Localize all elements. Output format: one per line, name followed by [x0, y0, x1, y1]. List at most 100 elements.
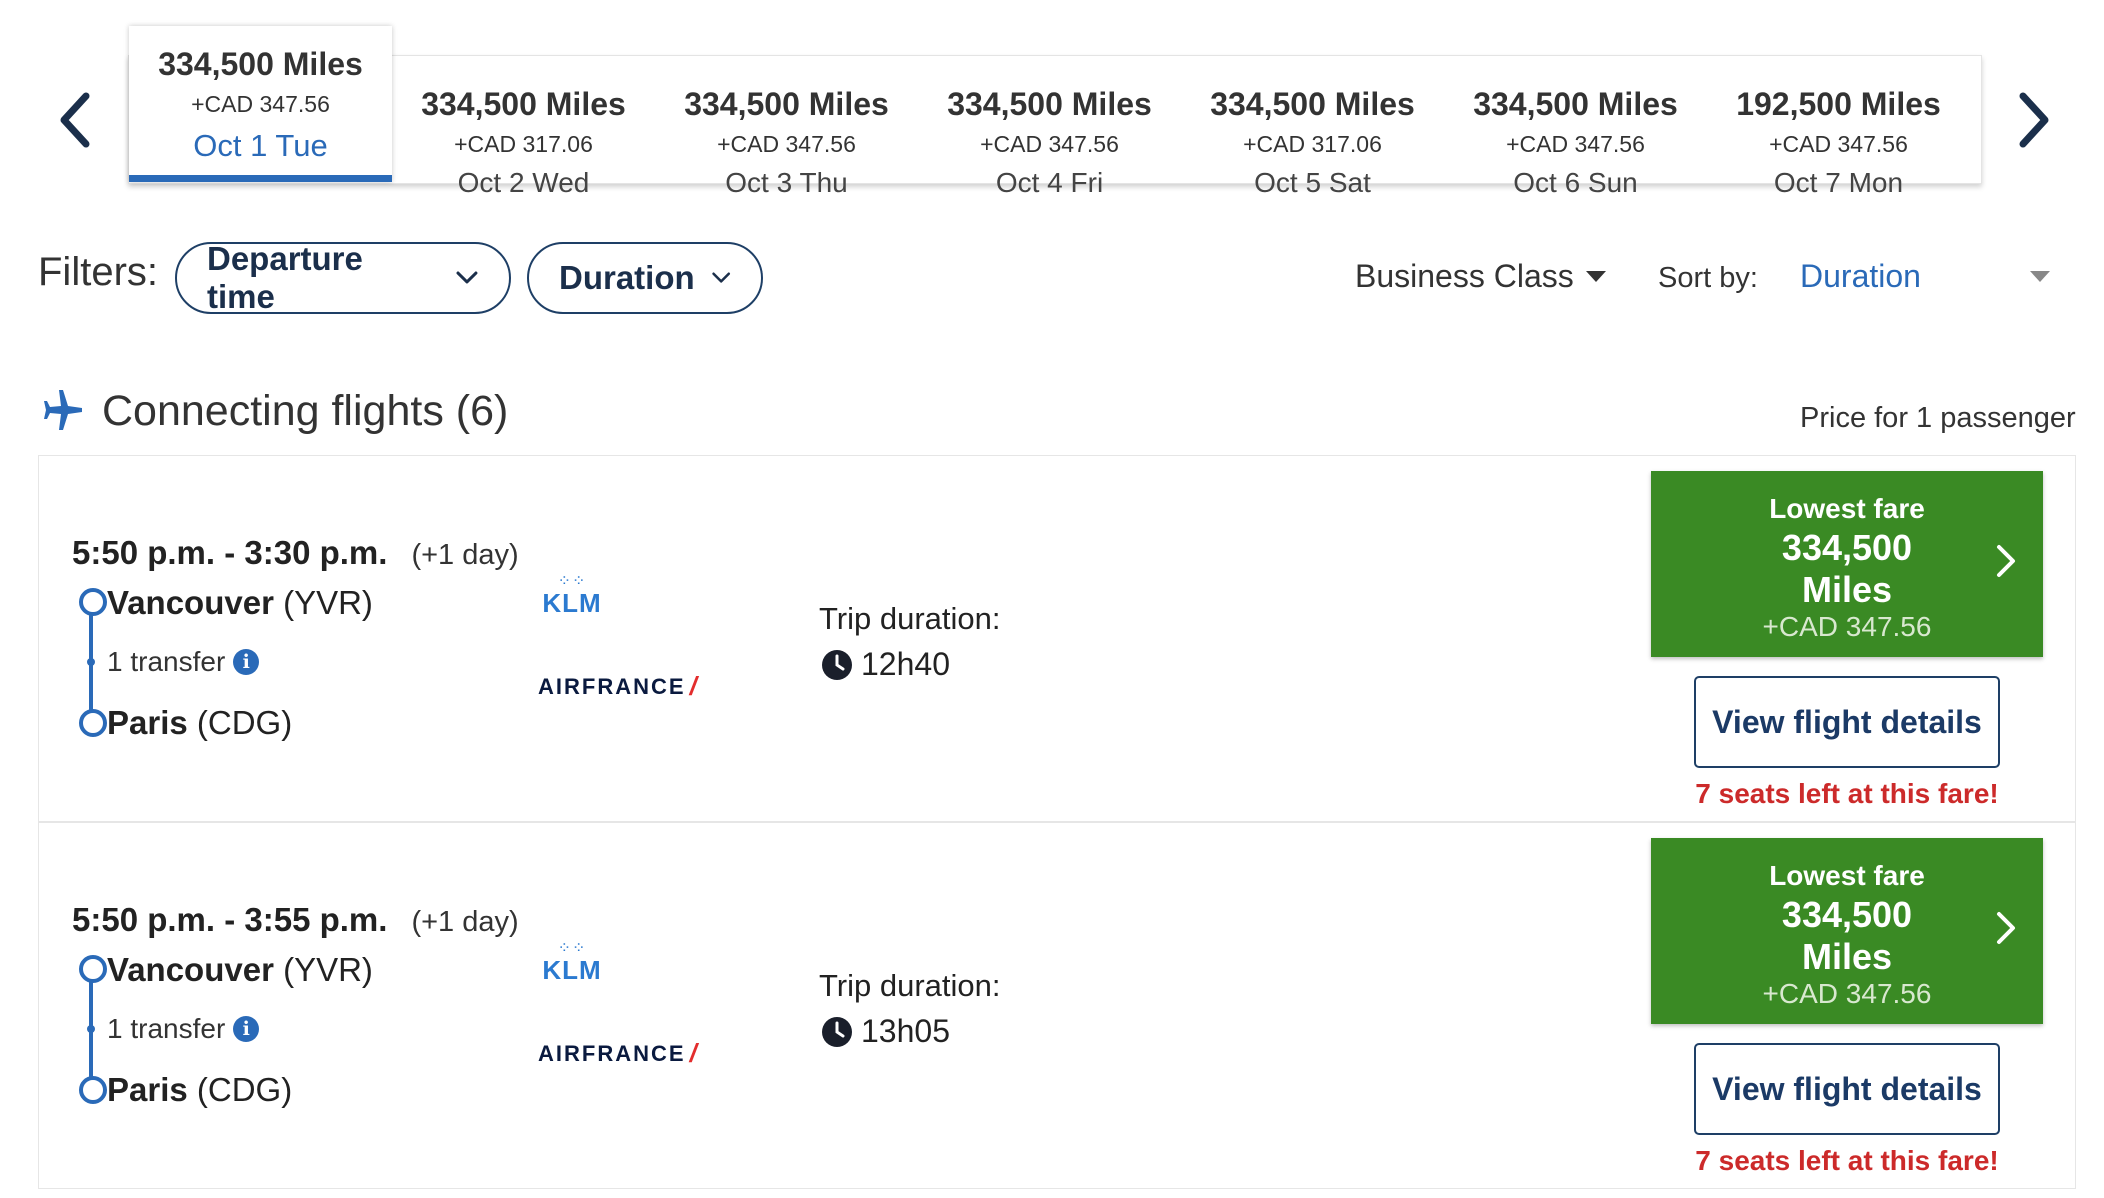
origin-city: Vancouver [107, 584, 274, 621]
next-dates-button[interactable] [2010, 88, 2056, 152]
duration-filter-label: Duration [559, 259, 695, 296]
time-range: 5:50 p.m. - 3:55 p.m. [72, 901, 388, 938]
sort-by-label: Sort by: [1658, 262, 1758, 294]
sort-value: Duration [1800, 258, 1921, 294]
route-line [89, 960, 93, 1082]
chevron-left-icon [60, 92, 90, 148]
view-flight-details-button[interactable]: View flight details [1694, 676, 2000, 768]
view-flight-details-button[interactable]: View flight details [1694, 1043, 2000, 1135]
fare-miles-unit: Miles [1801, 936, 1893, 977]
origin-city: Vancouver [107, 951, 274, 988]
date-tab-oct-2[interactable]: 334,500 Miles +CAD 317.06 Oct 2 Wed [392, 56, 655, 198]
klm-logo: ⁘⁘ KLM [537, 573, 607, 618]
origin-dot [79, 588, 107, 616]
route-line [89, 593, 93, 715]
prev-dates-button[interactable] [53, 88, 99, 152]
date-cad: +CAD 347.56 [1506, 131, 1645, 157]
section-title: Connecting flights (6) [102, 387, 509, 435]
date-day: Oct 4 Fri [995, 167, 1104, 198]
fare-miles: 334,500 [1781, 894, 1913, 935]
transfer-info: 1 transfer i [107, 646, 260, 678]
info-icon[interactable]: i [233, 649, 260, 675]
flight-card: 5:50 p.m. - 3:30 p.m. (+1 day) Vancouver … [38, 455, 2076, 822]
date-tab-oct-3[interactable]: 334,500 Miles +CAD 347.56 Oct 3 Thu [655, 56, 918, 198]
cabin-class-select[interactable]: Business Class [1355, 258, 1606, 295]
date-tab-oct-6[interactable]: 334,500 Miles +CAD 347.56 Oct 6 Sun [1444, 56, 1707, 198]
date-day: Oct 6 Sun [1513, 167, 1638, 198]
airplane-icon [44, 390, 82, 430]
date-tab-oct-4[interactable]: 334,500 Miles +CAD 347.56 Oct 4 Fri [918, 56, 1181, 198]
date-cad: +CAD 347.56 [191, 91, 330, 117]
price-note: Price for 1 passenger [1800, 402, 2076, 434]
clock-icon [822, 649, 852, 680]
dest-city: Paris [107, 1071, 188, 1108]
chevron-down-icon [711, 272, 730, 283]
date-day: Oct 1 Tue [193, 128, 328, 163]
seats-left-warning: 7 seats left at this fare! [1695, 778, 1999, 809]
date-miles: 334,500 Miles [1210, 86, 1415, 122]
air-france-slash-icon: / [689, 1038, 699, 1068]
dest-city: Paris [107, 704, 188, 741]
trip-duration: 12h40 [821, 646, 950, 683]
transfer-dot [87, 658, 95, 666]
fare-label: Lowest fare [1769, 860, 1925, 891]
date-miles: 334,500 Miles [158, 46, 363, 82]
date-cad: +CAD 347.56 [980, 131, 1119, 157]
origin-code: (YVR) [283, 951, 373, 988]
caret-down-icon [1585, 271, 1606, 282]
date-carousel: 334,500 Miles +CAD 347.56 Oct 1 Tue 334,… [128, 26, 1982, 198]
cabin-class-label: Business Class [1355, 258, 1574, 294]
sort-select[interactable]: Duration [1800, 258, 2050, 295]
date-miles: 334,500 Miles [421, 86, 626, 122]
transfer-label: 1 transfer [107, 646, 226, 677]
chevron-right-icon [2019, 92, 2049, 148]
fare-label: Lowest fare [1769, 493, 1925, 524]
date-tab-oct-5[interactable]: 334,500 Miles +CAD 317.06 Oct 5 Sat [1181, 56, 1444, 198]
air-france-logo: AIRFRANCE / [538, 671, 699, 702]
day-offset: (+1 day) [411, 539, 519, 571]
departure-time-filter[interactable]: Departure time [175, 240, 511, 315]
dest-code: (CDG) [196, 1071, 293, 1108]
flight-card: 5:50 p.m. - 3:55 p.m. (+1 day) Vancouver … [38, 822, 2076, 1189]
time-range: 5:50 p.m. - 3:30 p.m. [72, 534, 388, 571]
air-france-logo: AIRFRANCE / [538, 1038, 699, 1069]
info-icon[interactable]: i [233, 1016, 260, 1042]
destination-dot [79, 709, 107, 737]
date-cad: +CAD 317.06 [1243, 131, 1382, 157]
date-miles: 334,500 Miles [1473, 86, 1678, 122]
date-cad: +CAD 317.06 [454, 131, 593, 157]
departure-time-label: Departure time [207, 240, 363, 315]
crown-icon: ⁘⁘ [557, 940, 587, 957]
lowest-fare-button[interactable]: Lowest fare 334,500 Miles +CAD 347.56 [1651, 471, 2043, 657]
trip-duration-label: Trip duration: [819, 601, 1001, 636]
air-france-logo-text: AIRFRANCE [538, 673, 686, 699]
destination: Paris (CDG) [107, 704, 292, 742]
date-day: Oct 2 Wed [457, 167, 590, 198]
dest-code: (CDG) [196, 704, 293, 741]
air-france-logo-text: AIRFRANCE [538, 1040, 686, 1066]
filters-label: Filters: [38, 250, 158, 294]
date-day: Oct 5 Sat [1254, 167, 1371, 198]
destination: Paris (CDG) [107, 1071, 292, 1109]
klm-logo-text: KLM [542, 588, 602, 618]
chevron-right-icon [1997, 545, 2015, 577]
origin: Vancouver (YVR) [107, 584, 373, 622]
trip-duration-value: 13h05 [861, 1013, 950, 1049]
day-offset: (+1 day) [411, 906, 519, 938]
fare-cad: +CAD 347.56 [1762, 611, 1932, 642]
clock-icon [822, 1016, 852, 1047]
lowest-fare-button[interactable]: Lowest fare 334,500 Miles +CAD 347.56 [1651, 838, 2043, 1024]
caret-down-icon [2030, 271, 2050, 282]
crown-icon: ⁘⁘ [557, 573, 587, 590]
flight-times: 5:50 p.m. - 3:55 p.m. (+1 day) [72, 901, 519, 939]
klm-logo: ⁘⁘ KLM [537, 940, 607, 984]
date-cad: +CAD 347.56 [717, 131, 856, 157]
transfer-info: 1 transfer i [107, 1013, 260, 1045]
fare-miles: 334,500 [1781, 527, 1913, 568]
duration-filter[interactable]: Duration [527, 242, 763, 314]
date-tab-oct-7[interactable]: 192,500 Miles +CAD 347.56 Oct 7 Mon [1707, 56, 1970, 198]
flight-times: 5:50 p.m. - 3:30 p.m. (+1 day) [72, 534, 519, 572]
transfer-dot [87, 1025, 95, 1033]
date-tab-oct-1[interactable]: 334,500 Miles +CAD 347.56 Oct 1 Tue [129, 26, 392, 182]
air-france-slash-icon: / [689, 671, 699, 701]
